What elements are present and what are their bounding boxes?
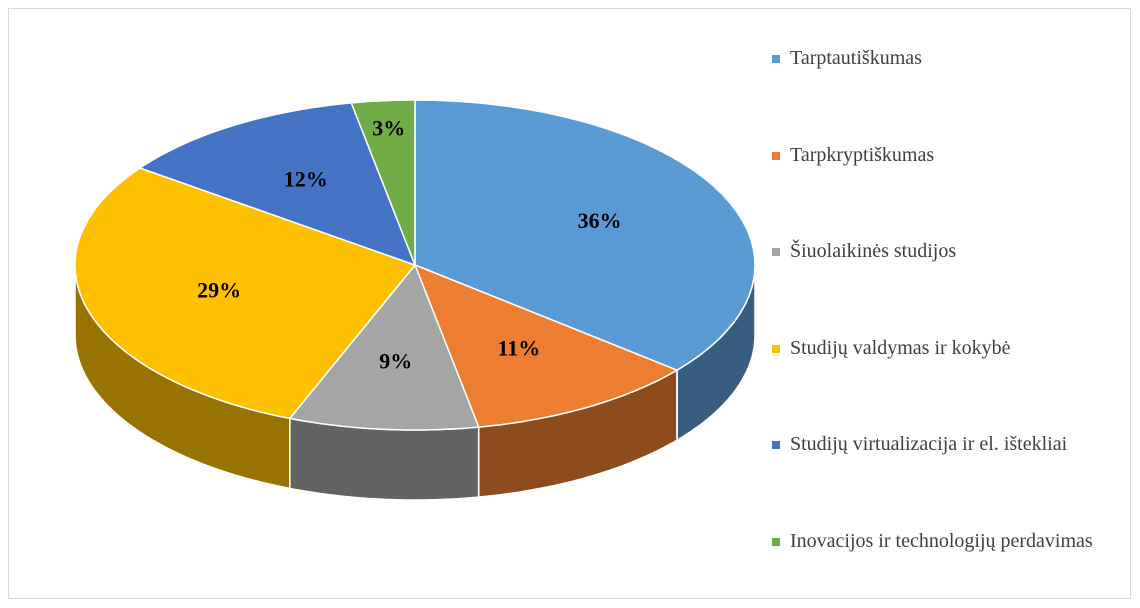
slice-side [289,417,480,501]
legend-swatch [772,344,780,353]
slice [74,167,417,420]
legend-item: Šiuolaikinės studijos [772,239,1117,264]
legend-swatch [772,441,780,449]
data-label: 12% [284,166,328,191]
legend-item: Inovacijos ir technologijų perdavimas [772,529,1117,554]
data-label: 29% [197,278,241,303]
legend-swatch [772,248,780,256]
legend-item: Studijų virtualizacija ir el. ištekliai [772,432,1117,457]
legend-swatch [772,537,780,546]
legend-swatch [772,55,780,63]
legend-label: Inovacijos ir technologijų perdavimas [790,529,1093,552]
data-label: 11% [497,335,540,360]
legend-label: Šiuolaikinės studijos [790,240,957,262]
legend-item: Tarpkryptiškumas [772,143,1117,168]
data-label: 3% [372,115,405,140]
slice [138,102,417,267]
legend-label: Studijų valdymas ir kokybė [790,336,1011,359]
slice [414,99,756,372]
chart-frame [8,8,1131,599]
slice [350,99,416,266]
legend-item: Studijų valdymas ir kokybė [772,336,1117,361]
data-label: 9% [379,349,412,374]
legend-item: Tarptautiškumas [772,46,1117,71]
slice [288,263,480,431]
data-label: 36% [578,208,622,233]
legend-label: Tarpkryptiškumas [790,143,935,166]
legend-label: Studijų virtualizacija ir el. ištekliai [790,433,1068,455]
legend-swatch [772,151,780,160]
slice [413,263,679,428]
legend-label: Tarptautiškumas [790,47,922,69]
